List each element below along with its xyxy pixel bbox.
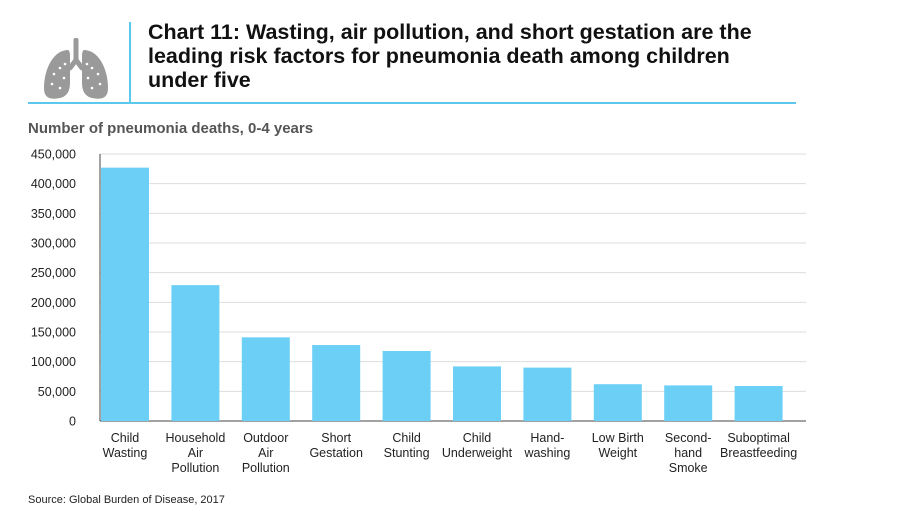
x-tick-label: Outdoor xyxy=(243,431,288,445)
lungs-icon xyxy=(44,38,108,99)
x-tick-label: Suboptimal xyxy=(727,431,790,445)
x-tick-label: Hand- xyxy=(530,431,564,445)
x-tick-label: Breastfeeding xyxy=(720,446,797,460)
x-tick-label: hand xyxy=(674,446,702,460)
x-tick-label: Pollution xyxy=(171,461,219,475)
bar xyxy=(453,366,501,421)
bar xyxy=(101,167,149,421)
source-note: Source: Global Burden of Disease, 2017 xyxy=(28,494,225,506)
y-axis-title: Number of pneumonia deaths, 0-4 years xyxy=(28,120,314,137)
y-tick-label: 200,000 xyxy=(31,296,76,310)
x-tick-label: Pollution xyxy=(242,461,290,475)
y-tick-label: 0 xyxy=(69,415,76,429)
bar xyxy=(664,385,713,421)
x-tick-label: Child xyxy=(463,431,492,445)
bar xyxy=(382,350,431,421)
bar xyxy=(593,384,642,421)
x-tick-label: Gestation xyxy=(309,446,363,460)
x-tick-label: Stunting xyxy=(384,446,430,460)
bar xyxy=(523,367,572,421)
x-tick-label: Air xyxy=(188,446,203,460)
y-tick-label: 150,000 xyxy=(31,326,76,340)
x-tick-label: Weight xyxy=(598,446,637,460)
y-tick-label: 50,000 xyxy=(38,385,76,399)
x-tick-label: Short xyxy=(321,431,351,445)
bar xyxy=(734,385,783,421)
bar xyxy=(312,345,361,421)
x-tick-label: washing xyxy=(523,446,570,460)
y-tick-label: 400,000 xyxy=(31,177,76,191)
title-divider xyxy=(129,22,131,102)
x-tick-label: Child xyxy=(392,431,421,445)
y-tick-label: 350,000 xyxy=(31,207,76,221)
x-tick-label: Wasting xyxy=(103,446,148,460)
y-tick-label: 100,000 xyxy=(31,355,76,369)
bar xyxy=(241,337,290,421)
x-tick-label: Child xyxy=(111,431,140,445)
x-tick-label: Air xyxy=(258,446,273,460)
header-rule xyxy=(28,102,796,104)
x-tick-label: Underweight xyxy=(442,446,513,460)
y-tick-label: 450,000 xyxy=(31,148,76,162)
bar-chart: 0 50,000 100,000 150,000 200,000 250,000 300,0… xyxy=(31,148,806,475)
x-tick-label: Low Birth xyxy=(592,431,644,445)
x-tick-label: Household xyxy=(166,431,226,445)
bar xyxy=(171,285,220,421)
x-tick-label: Smoke xyxy=(669,461,708,475)
y-tick-label: 300,000 xyxy=(31,237,76,251)
chart-title: Chart 11: Wasting, air pollution, and sh… xyxy=(148,20,752,92)
y-tick-label: 250,000 xyxy=(31,266,76,280)
x-tick-label: Second- xyxy=(665,431,712,445)
